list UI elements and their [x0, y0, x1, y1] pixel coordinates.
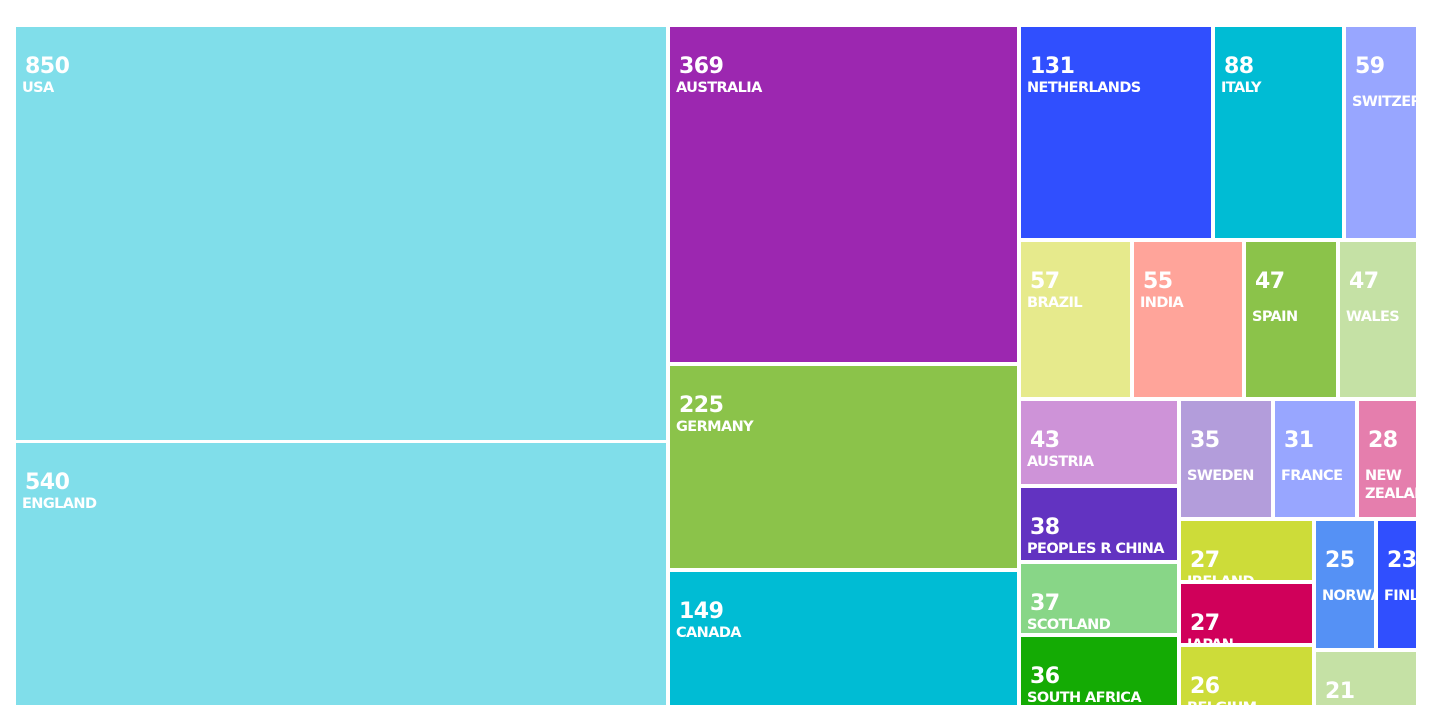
- tile-value: 36: [1030, 664, 1060, 689]
- tile-label: AUSTRALIA: [676, 80, 762, 96]
- tile-label: INDIA: [1140, 295, 1184, 311]
- treemap-tile-france[interactable]: 31 FRANCE: [1275, 401, 1355, 517]
- tile-value: 149: [679, 599, 724, 624]
- tile-value: 31: [1284, 428, 1314, 453]
- tile-label: AUSTRIA: [1027, 454, 1094, 470]
- treemap-tile-italy[interactable]: 88 ITALY: [1215, 27, 1342, 238]
- treemap-tile-norwa[interactable]: 25 NORWA: [1316, 521, 1374, 648]
- tile-value: 37: [1030, 591, 1060, 616]
- tile-label: ENGLAND: [22, 496, 97, 512]
- tile-value: 131: [1030, 54, 1075, 79]
- treemap-tile-england[interactable]: 540 ENGLAND: [16, 443, 666, 705]
- tile-label: IRELAND: [1187, 573, 1310, 580]
- treemap-tile-brazil[interactable]: 57 BRAZIL: [1021, 242, 1130, 397]
- tile-label: SCOTLAND: [1027, 617, 1111, 633]
- tile-label: SWEDEN: [1187, 468, 1254, 484]
- tile-value: 21: [1325, 679, 1355, 704]
- treemap-tile-switzer[interactable]: 59 SWITZER: [1346, 27, 1416, 238]
- tile-label: SOUTH AFRICA: [1027, 690, 1142, 705]
- treemap-tile-usa[interactable]: 850 USA: [16, 27, 666, 440]
- tile-value: 38: [1030, 515, 1060, 540]
- treemap-tile-south-africa[interactable]: 36 SOUTH AFRICA: [1021, 637, 1177, 705]
- tile-label: ITALY: [1221, 80, 1261, 96]
- tile-label: CANADA: [676, 625, 741, 641]
- treemap-tile-austria[interactable]: 43 AUSTRIA: [1021, 401, 1177, 484]
- tile-value: 55: [1143, 269, 1173, 294]
- tile-value: 23: [1387, 548, 1416, 573]
- treemap-tile-wales[interactable]: 47 WALES: [1340, 242, 1416, 397]
- tile-value: 28: [1368, 428, 1398, 453]
- treemap-tile-finl[interactable]: 23 FINL: [1378, 521, 1416, 648]
- treemap-tile-new-zealai[interactable]: 28 NEW ZEALAI: [1359, 401, 1416, 517]
- tile-value: 850: [25, 54, 70, 79]
- tile-label: JAPAN: [1187, 636, 1310, 643]
- tile-value: 27: [1190, 611, 1220, 636]
- tile-label: NEW ZEALAI: [1365, 468, 1416, 502]
- treemap-tile-peoples-r-china[interactable]: 38 PEOPLES R CHINA: [1021, 488, 1177, 560]
- treemap-tile-japan[interactable]: 27JAPAN: [1181, 584, 1312, 643]
- treemap-tile-scotland[interactable]: 37 SCOTLAND: [1021, 564, 1177, 633]
- treemap-tile-sweden[interactable]: 35 SWEDEN: [1181, 401, 1271, 517]
- tile-label: SWITZER: [1352, 94, 1416, 110]
- tile-value: 540: [25, 470, 70, 495]
- tile-value: 47: [1349, 269, 1379, 294]
- tile-value: 57: [1030, 269, 1060, 294]
- treemap-tile-india[interactable]: 55 INDIA: [1134, 242, 1242, 397]
- tile-label: NETHERLANDS: [1027, 80, 1141, 96]
- tile-label: PEOPLES R CHINA: [1027, 541, 1164, 557]
- tile-label: SPAIN: [1252, 309, 1298, 325]
- tile-label: NORWA: [1322, 588, 1374, 604]
- tile-label: GERMANY: [676, 419, 754, 435]
- tile-label: FRANCE: [1281, 468, 1343, 484]
- tile-label: WALES: [1346, 309, 1400, 325]
- treemap-tile-ireland[interactable]: 27IRELAND: [1181, 521, 1312, 580]
- treemap-tile-australia[interactable]: 369 AUSTRALIA: [670, 27, 1017, 362]
- tile-value: 27: [1190, 548, 1220, 573]
- tile-value: 47: [1255, 269, 1285, 294]
- tile-label: FINL: [1384, 588, 1416, 604]
- treemap-chart: 850 USA 540 ENGLAND 369 AUSTRALIA 225 GERMANY 14…: [16, 27, 1416, 705]
- treemap-tile-canada[interactable]: 149 CANADA: [670, 572, 1017, 705]
- treemap-tile-spain[interactable]: 47 SPAIN: [1246, 242, 1336, 397]
- tile-value: 369: [679, 54, 724, 79]
- tile-value: 225: [679, 393, 724, 418]
- tile-value: 88: [1224, 54, 1254, 79]
- treemap-tile-belgium[interactable]: 26BELGIUM: [1181, 647, 1312, 705]
- tile-value: 26: [1190, 674, 1220, 699]
- treemap-tile-unlabeled[interactable]: 21: [1316, 652, 1416, 705]
- tile-value: 43: [1030, 428, 1060, 453]
- treemap-tile-netherlands[interactable]: 131 NETHERLANDS: [1021, 27, 1211, 238]
- treemap-tile-germany[interactable]: 225 GERMANY: [670, 366, 1017, 568]
- tile-label: BELGIUM: [1187, 699, 1310, 705]
- tile-label: BRAZIL: [1027, 295, 1083, 311]
- tile-value: 59: [1355, 54, 1385, 79]
- tile-value: 25: [1325, 548, 1355, 573]
- tile-label: USA: [22, 80, 54, 96]
- tile-value: 35: [1190, 428, 1220, 453]
